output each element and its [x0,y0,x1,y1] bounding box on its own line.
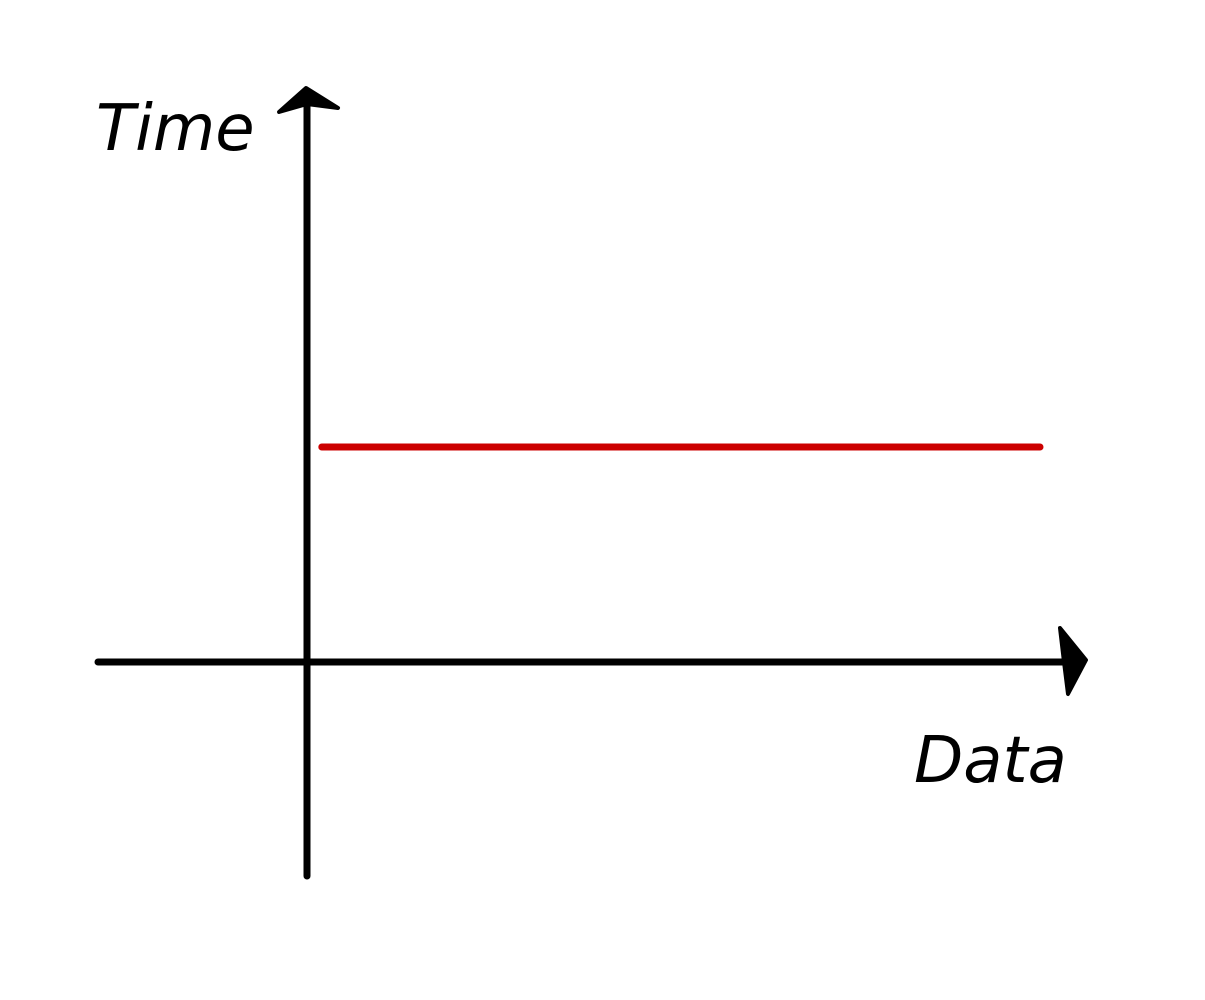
x-axis-arrow-icon [1058,626,1088,696]
y-axis-label: Time [96,92,255,166]
x-axis-label: Data [914,724,1067,798]
x-axis [94,626,1088,696]
y-axis [277,86,340,880]
y-axis-arrow-icon [277,86,340,114]
